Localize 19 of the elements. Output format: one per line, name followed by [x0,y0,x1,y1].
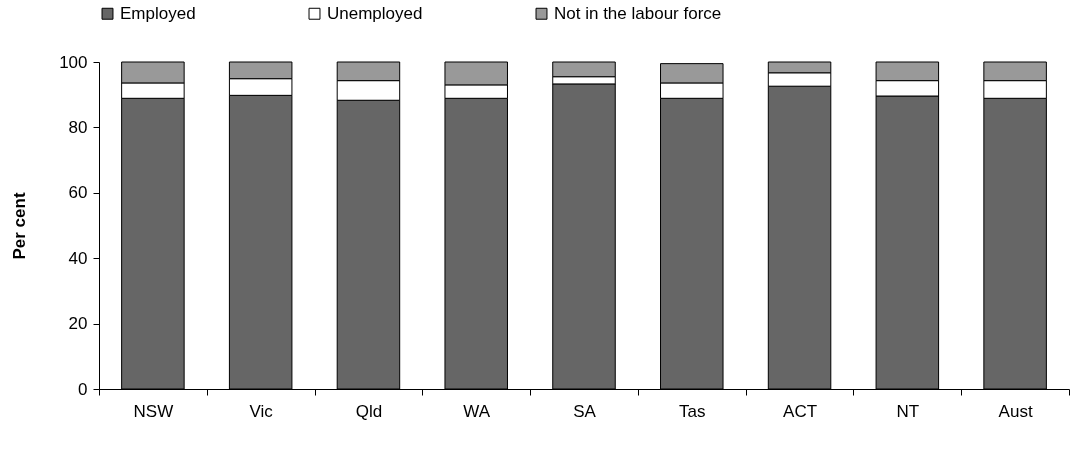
y-axis-title: Per cent [10,192,30,260]
x-tick-label: NT [896,401,920,421]
x-tick-label: Tas [679,401,706,421]
x-tick-label: Aust [998,401,1033,421]
x-tick-label: Qld [355,401,383,421]
x-tick-label: SA [573,401,597,421]
y-tick-label: 80 [68,117,88,137]
legend-label: Employed [120,3,196,23]
y-tick-label: 100 [59,52,88,72]
legend-label: Not in the labour force [554,3,722,23]
x-tick-label: ACT [783,401,818,421]
y-tick-label: 20 [68,314,88,334]
y-tick-label: 40 [68,248,88,268]
y-tick-label: 60 [68,183,88,203]
y-tick-label: 0 [78,379,88,399]
x-tick-label: WA [463,401,491,421]
x-tick-label: NSW [133,401,174,421]
x-tick-label: Vic [249,401,274,421]
legend-label: Unemployed [327,3,423,23]
